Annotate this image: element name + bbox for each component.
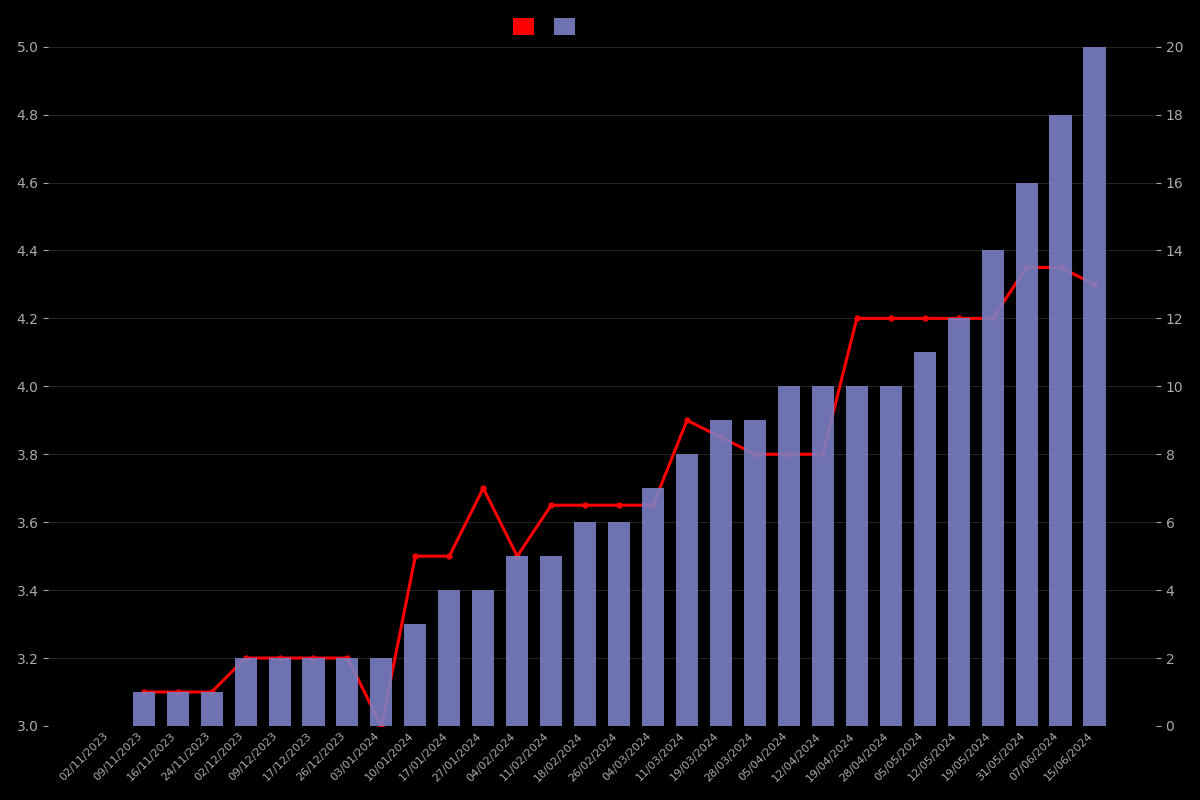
- Bar: [133, 692, 155, 726]
- Bar: [642, 488, 664, 726]
- Bar: [269, 658, 290, 726]
- Bar: [710, 420, 732, 726]
- Bar: [473, 590, 494, 726]
- Bar: [371, 658, 392, 726]
- Bar: [880, 386, 901, 726]
- Bar: [1015, 182, 1038, 726]
- Bar: [812, 386, 834, 726]
- Bar: [336, 658, 359, 726]
- Bar: [608, 522, 630, 726]
- Bar: [438, 590, 461, 726]
- Bar: [404, 624, 426, 726]
- Legend: , : ,: [508, 13, 586, 41]
- Bar: [302, 658, 324, 726]
- Bar: [200, 692, 223, 726]
- Bar: [540, 556, 563, 726]
- Bar: [234, 658, 257, 726]
- Bar: [744, 420, 766, 726]
- Bar: [167, 692, 188, 726]
- Bar: [574, 522, 596, 726]
- Bar: [913, 352, 936, 726]
- Bar: [1050, 114, 1072, 726]
- Bar: [676, 454, 698, 726]
- Bar: [506, 556, 528, 726]
- Bar: [846, 386, 868, 726]
- Bar: [1084, 46, 1105, 726]
- Bar: [778, 386, 800, 726]
- Bar: [948, 318, 970, 726]
- Bar: [982, 250, 1003, 726]
